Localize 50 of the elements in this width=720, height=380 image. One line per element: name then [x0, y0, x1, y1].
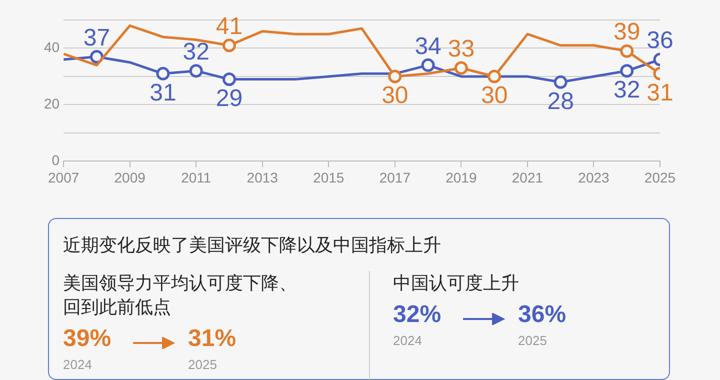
- x-tick-label: 2015: [313, 169, 344, 186]
- point: [156, 66, 170, 80]
- point: [554, 75, 568, 89]
- data-label: 30: [480, 82, 508, 110]
- x-tick-label: 2021: [512, 169, 544, 186]
- y-tick-label: 20: [44, 96, 60, 112]
- text: 32%: [393, 301, 442, 329]
- point: [222, 72, 236, 86]
- text: 2025: [188, 357, 217, 372]
- data-label: 28: [547, 88, 574, 115]
- point: [454, 61, 468, 75]
- point: [421, 58, 435, 72]
- text: 中国认可度上升: [393, 272, 520, 295]
- data-label: 29: [216, 84, 243, 112]
- text: 2025: [518, 333, 547, 348]
- text: 2024: [63, 357, 92, 372]
- data-label: 31: [646, 79, 674, 106]
- data-label: 32: [182, 38, 210, 66]
- y-tick-label: 40: [44, 39, 60, 56]
- x-tick-label: 2011: [181, 169, 212, 186]
- data-label: 39: [614, 18, 640, 46]
- x-tick-label: 2013: [246, 169, 278, 186]
- data-label: 30: [382, 82, 408, 110]
- data-label: 31: [150, 79, 176, 106]
- point: [189, 64, 203, 78]
- data-label: 34: [414, 32, 442, 60]
- data-label: 33: [448, 36, 475, 63]
- text: 2024: [393, 333, 422, 348]
- point: [388, 70, 402, 84]
- x-tick-label: 2025: [644, 169, 676, 186]
- point: [90, 50, 104, 64]
- point: [222, 38, 236, 52]
- text: 美国领导力平均认可度下降、回到此前低点: [63, 272, 298, 319]
- x-tick-label: 2009: [114, 169, 146, 186]
- text: 近期变化反映了美国评级下降以及中国指标上升: [63, 234, 441, 257]
- text: 39%: [63, 325, 112, 353]
- text: 36%: [518, 301, 566, 329]
- text: 31%: [188, 325, 236, 353]
- data-label: 41: [216, 13, 243, 40]
- x-tick-label: 2023: [578, 169, 610, 186]
- x-tick-label: 2007: [48, 169, 80, 186]
- point: [620, 64, 634, 78]
- x-tick-label: 2019: [446, 169, 477, 186]
- data-label: 32: [614, 76, 640, 104]
- data-label: 36: [646, 27, 674, 54]
- point: [620, 44, 634, 58]
- data-label: 37: [83, 24, 110, 52]
- x-tick-label: 2017: [379, 169, 411, 186]
- point: [488, 70, 502, 84]
- y-tick-label: 0: [52, 152, 60, 168]
